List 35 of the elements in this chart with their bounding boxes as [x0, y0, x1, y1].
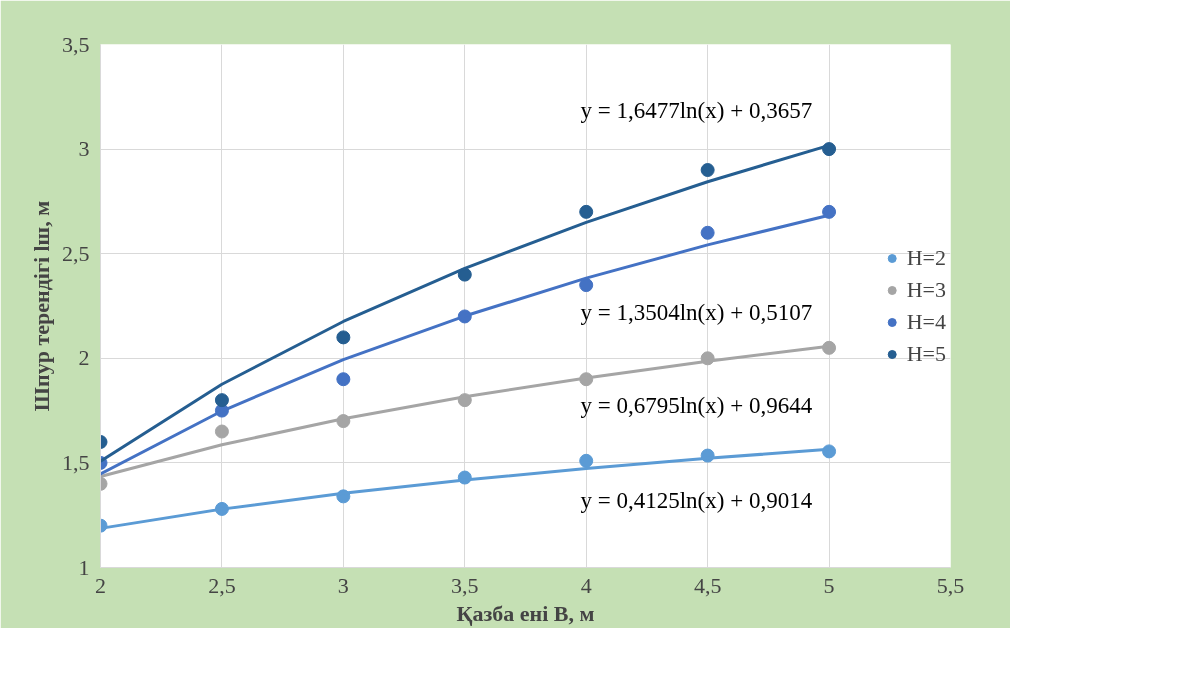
legend-label: H=5	[906, 340, 946, 367]
x-tick-label: 2	[95, 572, 106, 598]
x-tick-label: 3	[337, 572, 349, 598]
y-tick-label: 3	[78, 136, 90, 162]
point	[579, 204, 594, 219]
x-tick-label: 2,5	[208, 572, 236, 598]
annotation: y = 0,6795ln(x) + 0,9644	[580, 392, 813, 418]
annotation: y = 1,6477ln(x) + 0,3657	[580, 97, 813, 123]
y-tick-label: 1,5	[62, 449, 90, 475]
point	[822, 204, 837, 219]
point	[700, 225, 715, 240]
point	[336, 330, 351, 345]
point	[822, 340, 837, 355]
y-tick-label: 2,5	[62, 240, 90, 266]
y-tick-label: 3,5	[62, 31, 90, 57]
legend-label: H=2	[906, 244, 946, 271]
annotation: y = 1,3504ln(x) + 0,5107	[580, 299, 813, 325]
annotation: y = 0,4125ln(x) + 0,9014	[580, 487, 813, 513]
legend-label: H=4	[906, 308, 946, 335]
point	[579, 278, 594, 293]
point	[214, 393, 229, 408]
x-tick-label: 3,5	[451, 572, 479, 598]
point	[336, 372, 351, 387]
y-tick-label: 1	[78, 554, 90, 580]
point	[214, 424, 229, 439]
point	[579, 453, 594, 468]
y-tick-label: 2	[78, 345, 90, 371]
y-axis-title: Шпур терендігі lш, м	[29, 200, 54, 412]
x-axis-title: Қазба ені B, м	[456, 600, 595, 626]
x-tick-label: 5,5	[936, 572, 965, 598]
legend-label: H=3	[906, 276, 946, 303]
point	[700, 163, 715, 178]
x-tick-label: 4,5	[693, 572, 722, 598]
x-tick-label: 4	[580, 572, 592, 598]
x-tick-label: 5	[823, 572, 835, 598]
